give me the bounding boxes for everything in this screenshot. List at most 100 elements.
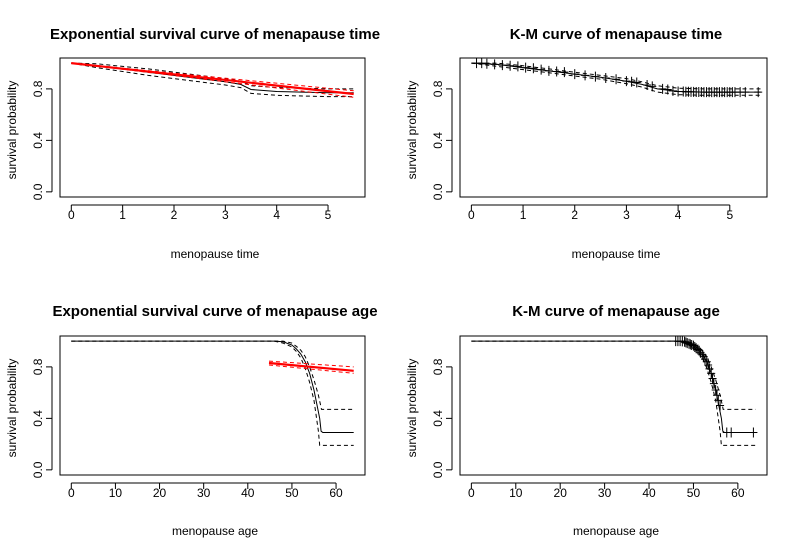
censor-mark: [727, 427, 736, 438]
y-tick-label: 0.4: [431, 410, 445, 427]
censor-mark: [552, 66, 561, 77]
censor-mark: [707, 368, 716, 379]
censor-mark: [754, 87, 763, 98]
censor-mark: [632, 77, 641, 88]
panel-title: K-M curve of menapause age: [512, 303, 720, 320]
censor-mark: [537, 64, 546, 75]
censor-mark: [498, 60, 507, 71]
x-tick-label: 3: [623, 208, 630, 222]
x-tick-label: 20: [153, 486, 167, 500]
censor-mark: [658, 83, 667, 94]
censor-mark: [591, 71, 600, 82]
x-tick-label: 10: [109, 486, 123, 500]
censor-mark: [513, 61, 522, 72]
x-tick-label: 2: [171, 208, 178, 222]
y-tick-label: 0.0: [431, 461, 445, 478]
plot-frame: [459, 57, 768, 198]
x-tick-label: 4: [273, 208, 280, 222]
censor-mark: [601, 72, 610, 83]
x-tick-label: 4: [675, 208, 682, 222]
x-axis-label: menopause time: [171, 247, 260, 261]
censor-mark: [711, 385, 720, 396]
censor-mark: [544, 65, 553, 76]
y-tick-label: 0.0: [431, 183, 445, 200]
series-km-lower: [71, 340, 354, 446]
series-km-lower: [71, 62, 354, 98]
y-tick-label: 0.4: [431, 132, 445, 149]
y-tick-label: 0.8: [31, 358, 45, 375]
y-axis-label: survival probability: [5, 359, 19, 458]
series-exponential-fit: [71, 62, 354, 96]
x-tick-label: 1: [119, 208, 126, 222]
plot-frame: [459, 335, 768, 476]
panel-exponential-menopause-time: Exponential survival curve of menapause …: [5, 26, 380, 261]
series-km-estimate: [471, 340, 756, 433]
y-axis-label: survival probability: [5, 81, 19, 180]
x-tick-label: 60: [329, 486, 343, 500]
censor-mark: [749, 427, 758, 438]
series-km-upper: [71, 340, 354, 410]
series-exponential-lower: [71, 62, 354, 98]
censor-mark: [622, 76, 631, 87]
censor-mark: [490, 59, 499, 70]
panel-km-menopause-time: K-M curve of menapause time menopause ti…: [405, 26, 768, 261]
x-tick-label: 40: [642, 486, 656, 500]
x-axis-label: menopause time: [572, 247, 661, 261]
x-tick-label: 30: [598, 486, 612, 500]
plot-frame: [59, 57, 366, 198]
censor-mark: [521, 62, 530, 73]
censor-mark: [482, 58, 491, 69]
x-tick-label: 0: [468, 208, 475, 222]
panel-title: K-M curve of menapause time: [510, 26, 723, 43]
censor-mark: [668, 85, 677, 96]
y-tick-label: 0.0: [31, 183, 45, 200]
censor-mark: [506, 60, 515, 71]
y-tick-label: 0.8: [431, 358, 445, 375]
y-axis-label: survival probability: [405, 81, 419, 180]
series-exponential-upper: [71, 62, 354, 92]
x-tick-label: 20: [554, 486, 568, 500]
censor-mark: [612, 74, 621, 85]
y-tick-label: 0.4: [31, 132, 45, 149]
censor-mark: [643, 80, 652, 91]
x-tick-label: 40: [241, 486, 255, 500]
y-tick-label: 0.8: [431, 80, 445, 97]
x-tick-label: 0: [468, 486, 475, 500]
censor-mark: [663, 84, 672, 95]
censor-mark: [570, 69, 579, 80]
x-tick-label: 0: [68, 208, 75, 222]
y-axis-label: survival probability: [405, 359, 419, 458]
plot-frame: [59, 335, 366, 476]
series-exponential-lower: [268, 364, 354, 374]
panel-title: Exponential survival curve of menapause …: [50, 26, 380, 43]
panel-title: Exponential survival curve of menapause …: [52, 303, 377, 320]
x-tick-label: 2: [571, 208, 578, 222]
x-axis-label: menopause age: [573, 524, 659, 538]
censor-mark: [708, 373, 717, 384]
censor-mark: [714, 395, 723, 406]
x-tick-label: 10: [509, 486, 523, 500]
series-km-estimate: [71, 340, 354, 433]
censor-mark: [709, 378, 718, 389]
censor-mark: [705, 363, 714, 374]
censor-mark: [699, 351, 708, 362]
panel-km-menopause-age: K-M curve of menapause age menopause age…: [405, 303, 768, 538]
censor-mark: [581, 70, 590, 81]
censor-mark: [712, 390, 721, 401]
x-axis-label: menopause age: [172, 524, 258, 538]
censor-mark: [477, 58, 486, 69]
series-km-lower: [471, 340, 756, 446]
x-tick-label: 50: [687, 486, 701, 500]
panel-exponential-menopause-age: Exponential survival curve of menapause …: [5, 303, 378, 538]
censor-mark: [704, 359, 713, 370]
y-tick-label: 0.8: [31, 80, 45, 97]
x-tick-label: 3: [222, 208, 229, 222]
x-tick-label: 0: [68, 486, 75, 500]
censor-mark: [627, 76, 636, 87]
x-tick-label: 5: [726, 208, 733, 222]
x-tick-label: 5: [325, 208, 332, 222]
y-tick-label: 0.4: [31, 410, 45, 427]
censor-mark: [700, 354, 709, 365]
x-tick-label: 1: [520, 208, 527, 222]
